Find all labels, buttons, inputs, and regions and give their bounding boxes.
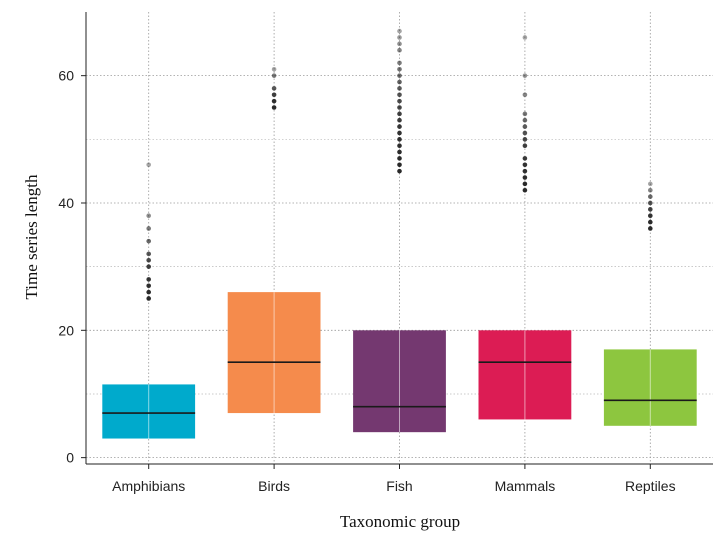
- outlier-point: [522, 143, 528, 148]
- outlier-point: [146, 296, 151, 301]
- outlier-point: [648, 194, 653, 199]
- outlier-point: [271, 86, 277, 91]
- outlier-point: [397, 149, 402, 155]
- outlier-point: [522, 168, 528, 174]
- outlier-point: [522, 117, 528, 123]
- outlier-point: [648, 187, 653, 193]
- x-tick-label: Fish: [386, 478, 412, 494]
- outlier-point: [397, 117, 402, 123]
- outlier-point: [397, 168, 402, 174]
- outlier-point: [648, 207, 653, 212]
- x-tick-label: Reptiles: [625, 478, 676, 494]
- outlier-point: [648, 226, 653, 231]
- outlier-point: [522, 156, 528, 161]
- y-axis-title: Time series length: [22, 174, 41, 299]
- outlier-point: [146, 289, 151, 295]
- outlier-point: [397, 156, 402, 161]
- outlier-point: [522, 111, 528, 117]
- outlier-point: [397, 35, 402, 40]
- outlier-point: [397, 60, 402, 66]
- outlier-point: [522, 187, 528, 193]
- box-layer: [102, 292, 697, 439]
- outlier-point: [397, 105, 402, 110]
- outlier-point: [397, 92, 402, 98]
- outlier-point: [648, 181, 653, 187]
- outlier-point: [397, 162, 402, 168]
- outlier-point: [397, 79, 402, 85]
- outlier-point: [522, 137, 528, 142]
- outlier-point: [146, 264, 151, 269]
- outlier-point: [397, 86, 402, 91]
- outlier-layer: [146, 28, 653, 301]
- y-tick-label: 60: [58, 68, 74, 84]
- outlier-point: [397, 41, 402, 47]
- outlier-point: [146, 226, 151, 231]
- outlier-point: [146, 238, 151, 244]
- outlier-point: [522, 162, 528, 168]
- outlier-point: [522, 181, 528, 187]
- outlier-point: [397, 111, 402, 117]
- outlier-point: [397, 28, 402, 34]
- y-tick-label: 20: [58, 322, 74, 338]
- outlier-point: [271, 92, 277, 98]
- outlier-point: [146, 162, 151, 168]
- outlier-point: [397, 98, 402, 104]
- outlier-point: [397, 137, 402, 142]
- outlier-point: [146, 277, 151, 282]
- outlier-point: [522, 35, 528, 40]
- outlier-point: [397, 66, 402, 72]
- outlier-point: [397, 73, 402, 78]
- outlier-point: [146, 251, 151, 257]
- y-tick-label: 40: [58, 195, 74, 211]
- y-tick-label: 0: [66, 450, 74, 466]
- outlier-point: [648, 200, 653, 206]
- outlier-point: [522, 73, 528, 78]
- outlier-point: [397, 130, 402, 136]
- x-tick-label: Mammals: [495, 478, 556, 494]
- outlier-point: [522, 92, 528, 98]
- outlier-point: [397, 143, 402, 148]
- x-axis-title: Taxonomic group: [340, 512, 460, 531]
- outlier-point: [522, 130, 528, 136]
- x-tick-label: Amphibians: [112, 478, 185, 494]
- outlier-point: [522, 175, 528, 180]
- outlier-point: [146, 283, 151, 289]
- outlier-point: [271, 73, 277, 78]
- outlier-point: [397, 47, 402, 53]
- outlier-point: [271, 105, 277, 110]
- outlier-point: [522, 124, 528, 129]
- outlier-point: [146, 257, 151, 263]
- outlier-point: [648, 213, 653, 219]
- outlier-point: [146, 213, 151, 219]
- outlier-point: [397, 124, 402, 129]
- outlier-point: [271, 98, 277, 104]
- outlier-point: [271, 66, 277, 72]
- axis-layer: 0 20 40 60 Amphibians Birds Fish Mammals Reptile…: [58, 12, 713, 494]
- outlier-point: [648, 219, 653, 225]
- x-tick-label: Birds: [258, 478, 290, 494]
